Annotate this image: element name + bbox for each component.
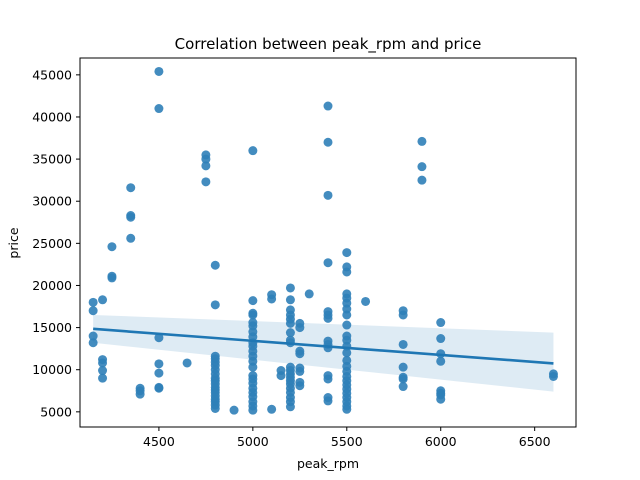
y-tick-label: 25000 bbox=[32, 236, 72, 251]
data-point bbox=[88, 297, 98, 307]
data-point bbox=[285, 283, 295, 293]
data-point bbox=[398, 362, 408, 372]
data-point bbox=[323, 101, 333, 111]
chart-title: Correlation between peak_rpm and price bbox=[175, 35, 482, 54]
data-point bbox=[107, 242, 117, 252]
x-tick-label: 5000 bbox=[237, 434, 269, 449]
data-point bbox=[154, 383, 164, 393]
data-point bbox=[248, 405, 258, 415]
data-point bbox=[248, 362, 258, 372]
data-point bbox=[285, 318, 295, 328]
data-point bbox=[154, 333, 164, 343]
data-point bbox=[88, 306, 98, 316]
data-point bbox=[267, 294, 277, 304]
y-tick-label: 10000 bbox=[32, 362, 72, 377]
data-point bbox=[342, 404, 352, 414]
data-point bbox=[304, 289, 314, 299]
data-point bbox=[210, 403, 220, 413]
x-tick-label: 4500 bbox=[143, 434, 175, 449]
data-point bbox=[436, 356, 446, 366]
x-tick-label: 5500 bbox=[331, 434, 363, 449]
data-point bbox=[267, 404, 277, 414]
data-point bbox=[248, 310, 258, 320]
data-point bbox=[285, 295, 295, 305]
data-point bbox=[154, 359, 164, 369]
data-point bbox=[201, 154, 211, 164]
data-point bbox=[417, 162, 427, 172]
y-tick-label: 5000 bbox=[40, 404, 72, 419]
data-point bbox=[342, 267, 352, 277]
data-point bbox=[436, 318, 446, 328]
data-point bbox=[342, 310, 352, 320]
data-point bbox=[248, 296, 258, 306]
data-point bbox=[436, 334, 446, 344]
data-point bbox=[323, 396, 333, 406]
data-point bbox=[342, 348, 352, 358]
data-point bbox=[107, 273, 117, 283]
data-point bbox=[398, 374, 408, 384]
data-point bbox=[361, 296, 371, 306]
data-point bbox=[98, 358, 108, 368]
data-point bbox=[126, 212, 136, 222]
data-point bbox=[88, 338, 98, 348]
x-axis-label: peak_rpm bbox=[297, 456, 359, 471]
data-point bbox=[285, 402, 295, 412]
y-axis-label: price bbox=[6, 227, 21, 258]
y-axis: 5000 10000 15000 20000 25000 30000 35000 40000 4… bbox=[32, 67, 80, 419]
data-point bbox=[295, 366, 305, 376]
x-tick-label: 6000 bbox=[425, 434, 457, 449]
data-point bbox=[295, 349, 305, 359]
x-tick-label: 6500 bbox=[519, 434, 551, 449]
data-point bbox=[323, 190, 333, 200]
data-point bbox=[323, 313, 333, 323]
data-point bbox=[398, 382, 408, 392]
data-point bbox=[398, 310, 408, 320]
data-point bbox=[126, 183, 136, 193]
data-point bbox=[154, 66, 164, 76]
y-tick-label: 40000 bbox=[32, 109, 72, 124]
data-point bbox=[548, 371, 558, 381]
data-point bbox=[285, 328, 295, 338]
data-point bbox=[210, 300, 220, 310]
data-point bbox=[295, 323, 305, 333]
data-point bbox=[323, 137, 333, 147]
data-point bbox=[323, 258, 333, 268]
data-point bbox=[436, 394, 446, 404]
data-point bbox=[126, 233, 136, 243]
data-point bbox=[323, 374, 333, 384]
data-point bbox=[248, 146, 258, 156]
data-point bbox=[276, 371, 286, 381]
data-point bbox=[98, 373, 108, 383]
confidence-band bbox=[93, 314, 554, 392]
data-point bbox=[417, 136, 427, 146]
data-point bbox=[182, 358, 192, 368]
data-point bbox=[98, 366, 108, 376]
data-point bbox=[88, 331, 98, 341]
data-point bbox=[229, 405, 239, 415]
y-tick-label: 35000 bbox=[32, 152, 72, 167]
data-point bbox=[342, 320, 352, 330]
y-tick-label: 30000 bbox=[32, 194, 72, 209]
regression-line bbox=[93, 327, 554, 365]
x-axis: 4500 5000 5500 6000 6500 bbox=[143, 427, 551, 449]
y-tick-label: 45000 bbox=[32, 67, 72, 82]
y-tick-label: 20000 bbox=[32, 278, 72, 293]
data-point bbox=[417, 175, 427, 185]
data-point bbox=[295, 381, 305, 391]
data-point bbox=[342, 248, 352, 258]
plot-area bbox=[88, 66, 558, 415]
data-point bbox=[154, 104, 164, 114]
data-point bbox=[201, 177, 211, 187]
data-point bbox=[201, 161, 211, 171]
data-point bbox=[398, 339, 408, 349]
data-point bbox=[210, 260, 220, 270]
plot-frame bbox=[79, 57, 577, 428]
data-point bbox=[154, 368, 164, 378]
data-point bbox=[98, 295, 108, 305]
data-point bbox=[135, 386, 145, 396]
y-tick-label: 15000 bbox=[32, 320, 72, 335]
